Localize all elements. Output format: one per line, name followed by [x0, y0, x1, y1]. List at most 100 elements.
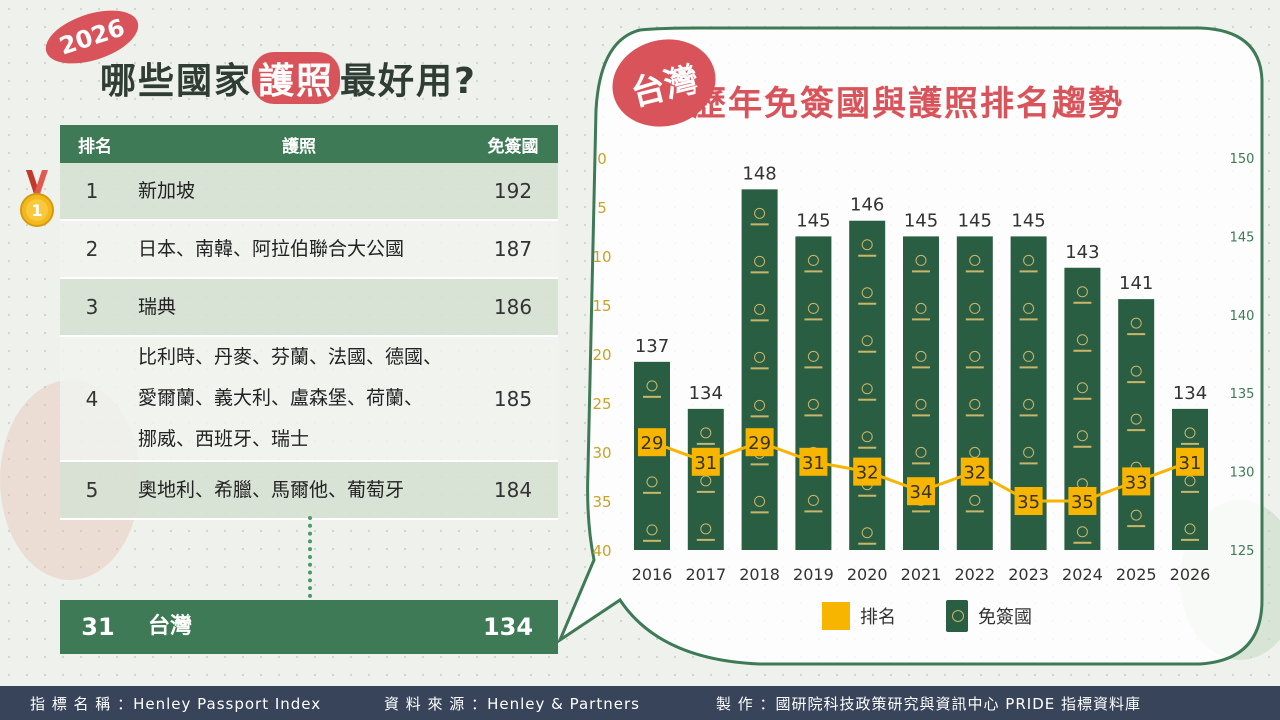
rank-value-label: 31 — [802, 453, 825, 474]
passport-text-mark — [1073, 349, 1092, 352]
passport-text-mark — [1073, 541, 1092, 544]
passport-text-mark — [696, 538, 715, 541]
rank-value-label: 32 — [963, 463, 986, 484]
x-axis-tick: 2022 — [954, 565, 995, 584]
visafree-bar — [1172, 408, 1208, 550]
rank-value-label: 35 — [1017, 492, 1040, 513]
passport-text-mark — [804, 318, 823, 321]
header-rank: 排名 — [78, 136, 112, 157]
row-countries: 比利時、丹麥、芬蘭、法國、德國、 愛爾蘭、義大利、盧森堡、荷蘭、 挪威、西班牙、瑞士 — [124, 337, 468, 460]
bar-value-label: 145 — [1011, 210, 1045, 231]
row-countries: 瑞典 — [124, 279, 468, 335]
table-header: 排名 護照 免簽國 — [60, 125, 558, 163]
taiwan-rank: 31 — [81, 613, 115, 641]
passport-emblem — [807, 350, 819, 362]
footer-bar: 指 標 名 稱 ：Henley Passport Index 資 料 來 源 ：… — [0, 686, 1280, 720]
legend-swatch-rank — [822, 602, 850, 630]
x-axis-tick: 2017 — [685, 565, 726, 584]
left-axis-tick: 20 — [592, 346, 611, 364]
rank-point — [1176, 447, 1204, 476]
passport-text-mark — [804, 414, 823, 417]
table-row: 2 日本、南韓、阿拉伯聯合大公國 187 — [60, 221, 558, 279]
x-axis-tick: 2025 — [1116, 565, 1157, 584]
right-axis-tick: 130 — [1230, 466, 1255, 481]
passport-text-mark — [750, 463, 769, 466]
passport-text-mark — [1073, 301, 1092, 304]
passport-text-mark — [1019, 366, 1038, 369]
bar-value-label: 137 — [635, 336, 669, 357]
chart-legend: 排名 免簽國 — [822, 600, 1032, 632]
passport-emblem — [915, 302, 927, 314]
passport-emblem — [969, 494, 981, 506]
passport-text-mark — [965, 510, 984, 513]
rank-point — [638, 428, 666, 457]
passport-text-mark — [750, 271, 769, 274]
passport-text-mark — [1181, 490, 1199, 493]
country-line: 愛爾蘭、義大利、盧森堡、荷蘭、 — [138, 387, 424, 409]
passport-text-mark — [696, 490, 715, 493]
left-axis-tick: 0 — [597, 150, 607, 168]
row-rank: 3 — [85, 295, 99, 319]
ranking-table: 排名 護照 免簽國 1 新加坡 192 2 日本、南韓、阿拉伯聯合大公國 187 3 瑞典 18… — [60, 125, 558, 520]
title-highlight: 護照 — [252, 52, 341, 104]
passport-emblem — [861, 431, 873, 443]
passport-emblem — [807, 254, 819, 266]
passport-text-mark — [858, 350, 877, 353]
footer-indicator: 指 標 名 稱 ：Henley Passport Index — [30, 694, 322, 713]
passport-emblem — [807, 398, 819, 410]
legend-label-visafree: 免簽國 — [978, 607, 1032, 628]
footer-source: 資 料 來 源 ：Henley & Partners — [384, 694, 640, 713]
taiwan-name: 台灣 — [148, 614, 193, 639]
x-axis-tick: 2021 — [901, 565, 942, 584]
passport-emblem — [1076, 286, 1088, 298]
rank-value-label: 32 — [856, 463, 879, 484]
table-row: 4 比利時、丹麥、芬蘭、法國、德國、 愛爾蘭、義大利、盧森堡、荷蘭、 挪威、西班牙、瑞… — [60, 337, 558, 462]
table-body: 1 新加坡 192 2 日本、南韓、阿拉伯聯合大公國 187 3 瑞典 186 4 比利時、丹麥、芬… — [60, 163, 558, 520]
left-axis-tick: 10 — [592, 248, 611, 266]
chart-title: 歷年免簽國與護照排名趨勢 — [692, 84, 1124, 124]
left-axis-tick: 15 — [592, 297, 611, 315]
legend-label-rank: 排名 — [860, 607, 896, 628]
passport-emblem — [807, 302, 819, 314]
header-visafree: 免簽國 — [487, 136, 539, 157]
passport-text-mark — [1019, 270, 1038, 273]
table-row: 3 瑞典 186 — [60, 279, 558, 337]
x-axis-tick: 2026 — [1170, 565, 1211, 584]
rank-point — [691, 447, 720, 476]
row-visafree: 184 — [493, 478, 533, 502]
row-countries: 新加坡 — [124, 163, 468, 219]
passport-emblem — [969, 302, 981, 314]
passport-emblem — [969, 446, 981, 458]
rank-value-label: 35 — [1071, 492, 1094, 513]
right-axis-tick: 140 — [1230, 309, 1255, 324]
passport-emblem — [1023, 254, 1035, 266]
legend-passport-icon — [946, 600, 968, 632]
passport-text-mark — [643, 539, 661, 542]
passport-text-mark — [858, 542, 877, 545]
rank-point — [907, 477, 935, 506]
row-countries: 奧地利、希臘、馬爾他、葡萄牙 — [124, 462, 468, 518]
header-passport: 護照 — [282, 136, 316, 157]
right-axis-tick: 135 — [1230, 387, 1255, 402]
x-axis-tick: 2024 — [1062, 565, 1103, 584]
country-line: 比利時、丹麥、芬蘭、法國、德國、 — [138, 346, 443, 368]
passport-emblem — [1076, 382, 1088, 394]
x-axis-tick: 2023 — [1008, 565, 1049, 584]
passport-text-mark — [912, 510, 930, 513]
bar-value-label: 146 — [850, 195, 884, 216]
passport-emblem — [1023, 350, 1035, 362]
rank-point — [960, 457, 989, 486]
passport-emblem — [700, 523, 712, 535]
passport-text-mark — [858, 302, 877, 305]
title-prefix: 哪些國家 — [100, 61, 253, 102]
row-visafree: 186 — [493, 295, 533, 319]
country-line: 新加坡 — [138, 180, 196, 202]
passport-text-mark — [912, 366, 930, 369]
passport-emblem — [1023, 302, 1035, 314]
passport-text-mark — [643, 491, 661, 494]
passport-text-mark — [696, 442, 715, 445]
title-suffix: 最好用? — [340, 61, 477, 102]
left-axis-tick: 35 — [592, 493, 611, 511]
country-line: 挪威、西班牙、瑞士 — [138, 428, 310, 450]
country-line: 瑞典 — [138, 296, 177, 318]
